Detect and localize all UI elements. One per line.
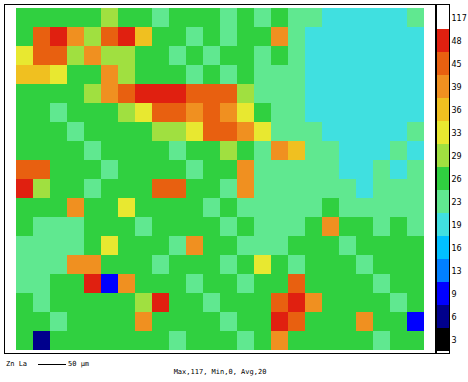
svg-text:16: 16 (452, 244, 462, 253)
svg-text:48: 48 (452, 37, 462, 46)
svg-text:6: 6 (452, 313, 457, 322)
svg-text:3: 3 (452, 336, 457, 345)
svg-text:9: 9 (452, 290, 457, 299)
svg-text:39: 39 (452, 83, 462, 92)
svg-text:45: 45 (452, 60, 462, 69)
svg-text:36: 36 (452, 106, 462, 115)
svg-text:19: 19 (452, 221, 462, 230)
svg-text:26: 26 (452, 175, 462, 184)
svg-text:29: 29 (452, 152, 462, 161)
svg-text:117: 117 (452, 14, 467, 23)
html-text:Max,117, Min,0, Avg,20: Max,117, Min,0, Avg,20 (173, 368, 267, 376)
html-text:Zn La: Zn La (6, 360, 28, 368)
svg-text:13: 13 (452, 267, 462, 276)
svg-text:33: 33 (452, 129, 462, 138)
svg-text:23: 23 (452, 198, 462, 207)
html-text:50 µm: 50 µm (68, 360, 90, 368)
